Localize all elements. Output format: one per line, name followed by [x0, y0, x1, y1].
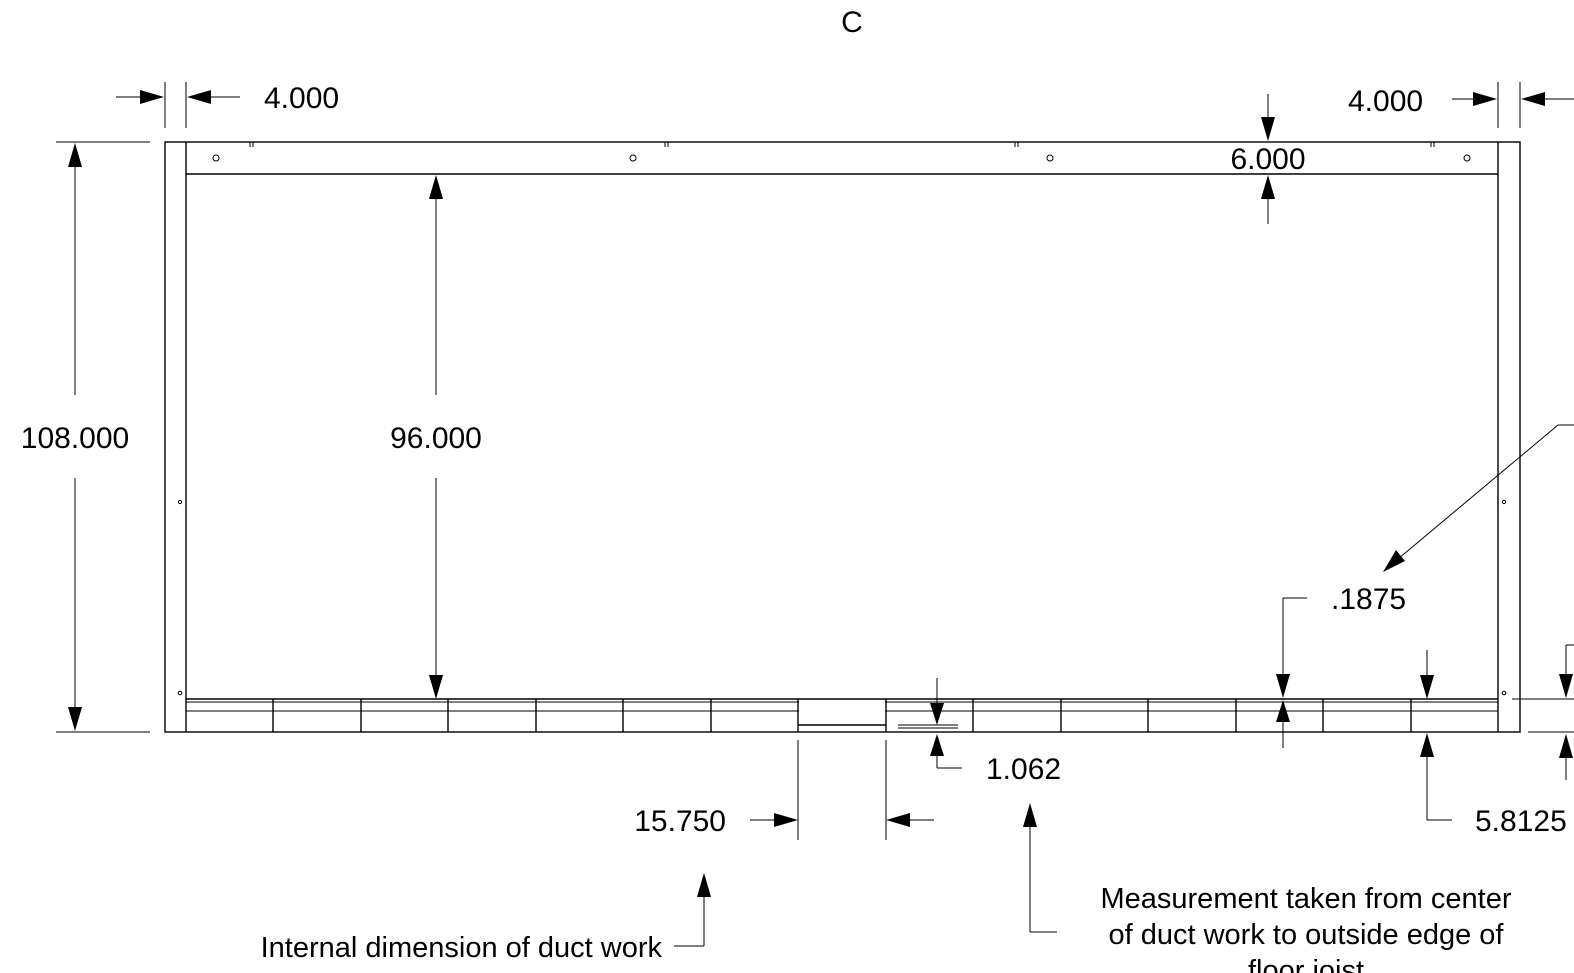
dim-left-offset [116, 82, 240, 128]
dim-left-offset-label: 4.000 [264, 82, 339, 115]
dim-right-bottom-label: 5.8125 [1475, 805, 1567, 838]
dim-overall-height [56, 141, 150, 733]
note-center-line-3: floor joist [1248, 955, 1364, 973]
dim-right-offset-label: 4.000 [1348, 85, 1423, 118]
leader-center-measurement [1023, 803, 1057, 933]
floor-joists [272, 699, 1412, 732]
dim-overall-height-label: 108.000 [21, 422, 129, 455]
note-duct-internal: Internal dimension of duct work [261, 932, 663, 964]
dim-duct-width [750, 740, 934, 840]
dim-inner-height-label: 96.000 [390, 422, 482, 455]
dim-small-offset [1268, 597, 1307, 748]
dim-top-rail [1261, 94, 1275, 224]
dim-inner-height [429, 175, 443, 699]
dim-right-bottom [1420, 644, 1574, 821]
duct-opening [799, 700, 885, 725]
dim-right-offset [1452, 82, 1574, 128]
drawing-title: C [841, 6, 863, 39]
top-rail-marks [249, 142, 1435, 147]
note-center-line-2: of duct work to outside edge of [1109, 919, 1505, 951]
dim-bottom-gap [930, 678, 962, 769]
dim-small-offset-label: .1875 [1331, 583, 1406, 616]
bolt-holes [177, 154, 1507, 696]
dim-top-rail-label: 6.000 [1230, 143, 1305, 176]
dim-duct-width-label: 15.750 [634, 805, 726, 838]
leader-duct-internal [674, 873, 711, 947]
dim-bottom-gap-label: 1.062 [986, 753, 1061, 786]
note-center-line-1: Measurement taken from center [1100, 883, 1511, 915]
frame-outline [164, 141, 1521, 733]
leader-diagonal [1383, 424, 1574, 572]
